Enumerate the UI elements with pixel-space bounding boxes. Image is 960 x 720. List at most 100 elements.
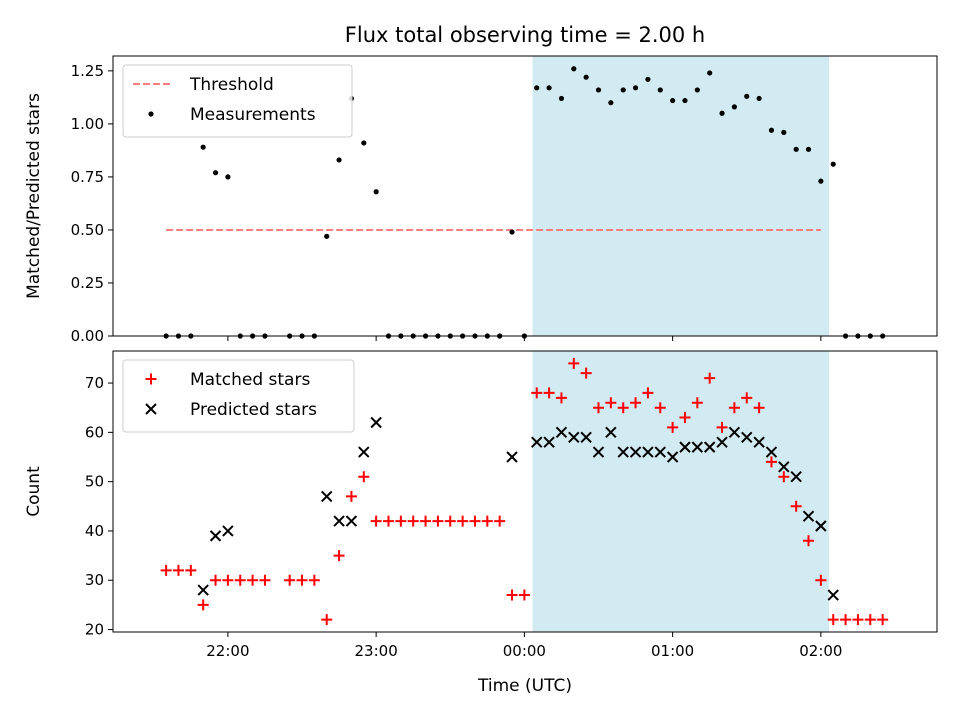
count-point	[741, 431, 753, 443]
ratio-point	[830, 161, 836, 167]
count-point	[210, 574, 222, 586]
count-point	[259, 574, 271, 586]
count-point	[284, 574, 296, 586]
ratio-y-tick-label: 0.25	[71, 274, 104, 292]
count-point	[555, 392, 567, 404]
count-point	[765, 446, 778, 458]
count-point	[296, 574, 308, 586]
chart-title: Flux total observing time = 2.00 h	[345, 23, 705, 47]
count-point	[531, 436, 543, 448]
ratio-point	[608, 100, 614, 106]
count-point	[185, 564, 197, 576]
ratio-observing-window	[532, 56, 830, 336]
count-point	[209, 530, 222, 542]
count-point	[827, 589, 839, 601]
x-tick-label: 22:00	[206, 642, 249, 660]
count-series-plus	[160, 357, 889, 626]
count-point	[753, 402, 765, 414]
count-point	[765, 456, 777, 468]
count-point	[407, 515, 419, 527]
ratio-point	[546, 85, 552, 91]
ratio-point	[583, 74, 589, 80]
ratio-point	[336, 157, 342, 163]
count-point	[518, 589, 530, 601]
ratio-legend-box	[122, 64, 353, 138]
ratio-y-tick-label: 0.00	[71, 327, 104, 345]
count-point	[741, 392, 753, 404]
count-point	[234, 574, 246, 586]
legend-label: Matched stars	[190, 370, 310, 390]
count-point	[803, 535, 815, 547]
count-point	[160, 564, 172, 576]
count-point	[345, 515, 358, 527]
count-point	[321, 614, 333, 626]
count-point	[691, 441, 704, 453]
count-point	[222, 525, 234, 537]
count-point	[308, 574, 320, 586]
ratio-point	[558, 95, 565, 102]
count-point	[654, 402, 666, 414]
count-point	[333, 515, 345, 527]
ratio-point	[694, 87, 700, 93]
legend-x-swatch	[145, 403, 157, 415]
count-point	[531, 387, 543, 399]
count-legend: Matched stars Predicted stars	[122, 359, 355, 433]
count-point	[444, 515, 456, 527]
count-point	[778, 461, 790, 473]
count-point	[382, 515, 394, 527]
ratio-point	[212, 170, 219, 176]
ratio-point	[781, 129, 787, 135]
count-point	[679, 412, 691, 424]
ratio-legend: Threshold Measurements	[122, 64, 353, 138]
count-point	[629, 446, 642, 458]
ratio-y-tick-label: 0.50	[71, 221, 104, 239]
count-y-tick-label: 20	[85, 621, 104, 639]
ratio-point	[756, 95, 762, 102]
count-series-x	[197, 416, 839, 601]
count-point	[333, 550, 345, 562]
x-tick-label: 23:00	[355, 642, 398, 660]
legend-plus-swatch	[145, 373, 157, 385]
count-point	[815, 520, 827, 532]
ratio-y-tick-label: 1.00	[71, 115, 104, 133]
count-point	[506, 589, 518, 601]
ratio-point	[534, 85, 540, 91]
ratio-point	[595, 87, 602, 93]
count-point	[593, 402, 605, 414]
count-point	[605, 426, 617, 439]
count-point	[543, 436, 555, 448]
count-point	[630, 397, 642, 409]
count-point	[654, 446, 666, 458]
count-point	[617, 446, 629, 458]
ratio-point	[818, 178, 824, 184]
ratio-point	[670, 97, 676, 104]
ratio-point	[225, 174, 231, 180]
count-point	[358, 471, 370, 483]
ratio-point	[768, 127, 775, 133]
ratio-y-tick-label: 0.75	[71, 168, 104, 186]
count-point	[370, 416, 382, 429]
count-point	[457, 515, 469, 527]
count-y-tick-label: 50	[85, 473, 104, 491]
count-y-axis-label: Count	[24, 466, 44, 517]
count-legend-box	[122, 359, 355, 433]
ratio-point	[744, 93, 750, 99]
count-point	[827, 614, 839, 626]
count-point	[642, 387, 654, 399]
count-point	[728, 426, 741, 439]
count-point	[802, 510, 815, 522]
count-point	[778, 471, 790, 483]
count-point	[197, 599, 209, 611]
count-point	[864, 614, 876, 626]
count-point	[494, 515, 506, 527]
count-point	[704, 372, 716, 384]
ratio-point	[682, 97, 688, 104]
count-point	[667, 421, 679, 433]
count-point	[568, 357, 580, 369]
count-point	[197, 584, 209, 596]
count-y-tick-label: 60	[85, 423, 104, 441]
count-point	[321, 490, 333, 503]
count-point	[852, 614, 864, 626]
count-point	[703, 441, 716, 453]
